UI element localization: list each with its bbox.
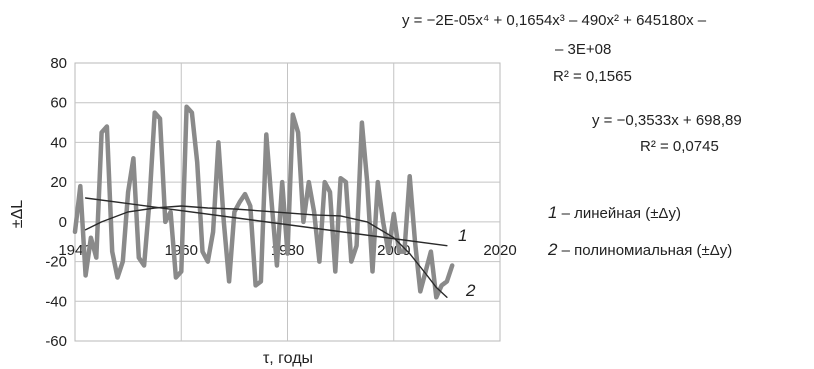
y-tick-label: -60 xyxy=(45,333,67,350)
y-tick-label: 20 xyxy=(50,174,67,191)
legend-item-polynomial: 2 – полиномиальная (±Δy) xyxy=(548,240,732,260)
poly-equation-line2: – 3E+08 xyxy=(555,41,612,58)
curve-label-2: 2 xyxy=(465,281,476,300)
x-axis-title: τ, годы xyxy=(263,350,313,367)
legend-text-2: – полиномиальная (±Δy) xyxy=(557,242,733,259)
x-tick-label: 2020 xyxy=(483,242,516,259)
legend-number-1: 1 xyxy=(548,203,558,222)
y-tick-label: 40 xyxy=(50,134,67,151)
series-linear-trend-line xyxy=(84,197,448,247)
y-tick-label: -20 xyxy=(45,254,67,271)
series-observed-line xyxy=(72,104,455,300)
linear-equation: y = −0,3533x + 698,89 xyxy=(592,112,742,129)
curve-label-1: 1 xyxy=(458,226,467,245)
legend-text-1: – линейная (±Δy) xyxy=(557,205,681,222)
y-tick-label: 80 xyxy=(50,55,67,72)
legend-number-2: 2 xyxy=(548,240,558,259)
linear-r2: R² = 0,0745 xyxy=(640,138,719,155)
y-tick-label: 60 xyxy=(50,95,67,112)
series-group xyxy=(72,104,455,300)
poly-r2: R² = 0,1565 xyxy=(553,68,632,85)
poly-equation-line1: y = −2E-05x⁴ + 0,1654x³ – 490x² + 645180… xyxy=(402,12,707,29)
y-tick-label: -40 xyxy=(45,293,67,310)
series-polynomial-trend-line xyxy=(84,205,448,298)
y-axis-title: ±ΔL xyxy=(9,200,26,228)
legend-item-linear: 1 – линейная (±Δy) xyxy=(548,203,681,223)
y-tick-label: 0 xyxy=(59,214,67,231)
